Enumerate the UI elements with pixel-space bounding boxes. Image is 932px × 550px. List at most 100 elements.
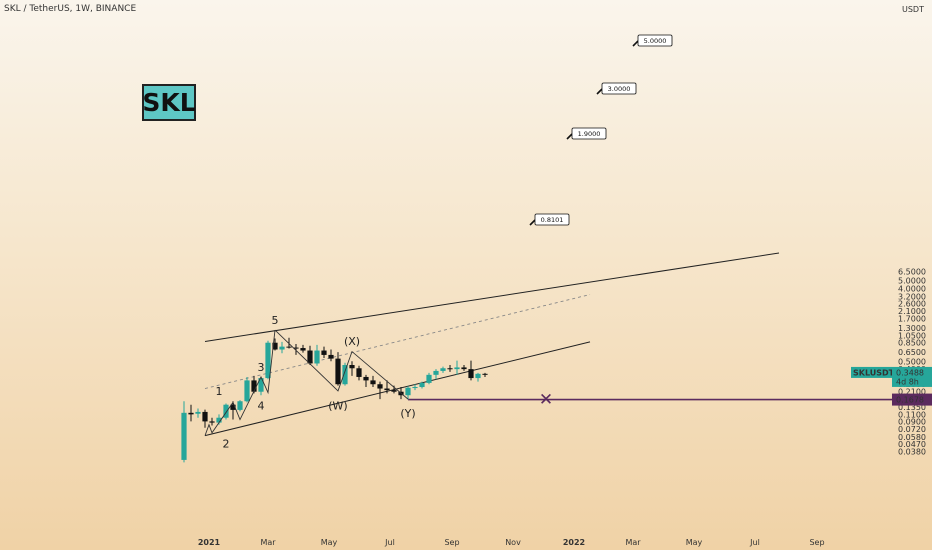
price-tick: 0.1100 — [898, 410, 926, 419]
wave-label: 1 — [216, 385, 223, 398]
candle-body — [328, 354, 334, 359]
candle-body — [279, 346, 285, 350]
target-pointer — [596, 88, 603, 95]
price-tick: 1.0500 — [898, 331, 926, 340]
target-tag: 0.8101 — [529, 213, 570, 226]
candle-body — [265, 342, 271, 379]
price-tick: 0.5000 — [898, 357, 926, 366]
target-pointer — [566, 133, 573, 140]
price-tick: 1.3000 — [898, 324, 926, 333]
price-tick: 2.1000 — [898, 307, 926, 316]
candle-body — [244, 380, 250, 402]
target-pointer — [529, 219, 536, 226]
time-axis[interactable]: 2021 Mar May Jul Sep Nov 2022 Mar May Jul Sep — [0, 533, 892, 550]
candle-body — [307, 350, 313, 364]
candle-body — [412, 387, 418, 389]
candle-body — [286, 346, 292, 348]
wave-paths — [204, 329, 409, 436]
price-tick: 0.0580 — [898, 433, 926, 442]
last-price-bg — [892, 366, 932, 387]
wave-label: 2 — [223, 438, 230, 451]
time-tick: 2021 — [198, 538, 221, 547]
candle-body — [293, 347, 299, 349]
candle-body — [482, 373, 488, 375]
price-tick: 0.0470 — [898, 440, 926, 449]
symbol-tag-bg — [851, 366, 892, 378]
candle-body — [188, 412, 194, 415]
wave-labels: 1 2 3 4 5 (X) (W) (Y) — [216, 314, 416, 451]
target-box — [601, 82, 637, 95]
target-price: 3.0000 — [608, 85, 631, 93]
wave-label: 5 — [272, 314, 279, 327]
price-axis[interactable]: USDT 6.50005.00004.00003.20002.60002.1000… — [851, 0, 932, 550]
candle-body — [258, 378, 264, 392]
candle-body — [300, 348, 306, 351]
candle-body — [468, 369, 474, 379]
candle-body — [251, 380, 257, 392]
candle-body — [223, 404, 229, 418]
last-price: 0.3488 — [896, 368, 924, 377]
target-box — [534, 213, 570, 226]
time-tick: Nov — [505, 538, 521, 547]
price-tick: 0.0900 — [898, 417, 926, 426]
correction-wave-path — [274, 329, 409, 400]
wave-label: (Y) — [400, 407, 415, 420]
price-tick: 6.5000 — [898, 267, 926, 276]
price-tick: 0.0720 — [898, 425, 926, 434]
price-countdown: 4d 8h — [896, 377, 919, 386]
time-tick: Mar — [625, 538, 641, 547]
candle-body — [272, 342, 278, 350]
price-tick: 0.2100 — [898, 388, 926, 397]
time-tick: May — [321, 538, 338, 547]
price-currency: USDT — [902, 5, 924, 14]
candle-body — [461, 367, 467, 370]
candle-body — [181, 412, 187, 460]
wave-label: 4 — [258, 400, 265, 413]
candle-body — [209, 421, 215, 423]
impulse-wave-path — [204, 329, 276, 436]
candle-body — [230, 404, 236, 410]
support-line — [204, 341, 591, 437]
candle-body — [195, 411, 201, 414]
target-tag: 3.0000 — [596, 82, 637, 95]
price-tick: 4.0000 — [898, 284, 926, 293]
candle-body — [202, 411, 208, 422]
wave-label: (X) — [344, 335, 360, 348]
time-tick: 2022 — [563, 538, 585, 547]
candle-body — [419, 382, 425, 388]
candle-body — [426, 374, 432, 383]
skl-logo-box: SKL — [142, 84, 196, 121]
candle-body — [384, 388, 390, 391]
price-tick: 1.7000 — [898, 314, 926, 323]
candle-body — [363, 376, 369, 381]
price-tick: 0.0380 — [898, 448, 926, 457]
candle-body — [447, 368, 453, 370]
candle-body — [433, 370, 439, 375]
wave-label: 3 — [258, 361, 265, 374]
price-tick: 0.8500 — [898, 339, 926, 348]
target-price: 1.9000 — [578, 130, 601, 138]
target-tags: 5.0000 3.0000 1.9000 0.8101 ✕ — [529, 34, 673, 410]
resistance-line — [204, 252, 780, 342]
time-tick: May — [686, 538, 703, 547]
candle-body — [377, 384, 383, 389]
candle-body — [342, 365, 348, 385]
candles — [181, 337, 488, 463]
candle-body — [370, 380, 376, 385]
candle-body — [349, 365, 355, 369]
price-tick: 2.6000 — [898, 300, 926, 309]
time-tick: Jul — [749, 538, 760, 547]
candle-body — [356, 368, 362, 377]
symbol-tag: SKLUSDT — [853, 368, 895, 377]
support-price-bg — [892, 393, 932, 406]
candle-body — [440, 368, 446, 371]
candle-body — [321, 350, 327, 355]
price-tick: 5.0000 — [898, 277, 926, 286]
target-box — [571, 127, 607, 140]
target-tag: 5.0000 — [632, 34, 673, 47]
target-box — [637, 34, 673, 47]
candle-body — [216, 417, 222, 423]
target-price: 5.0000 — [644, 37, 667, 45]
price-tick: 0.1350 — [898, 403, 926, 412]
